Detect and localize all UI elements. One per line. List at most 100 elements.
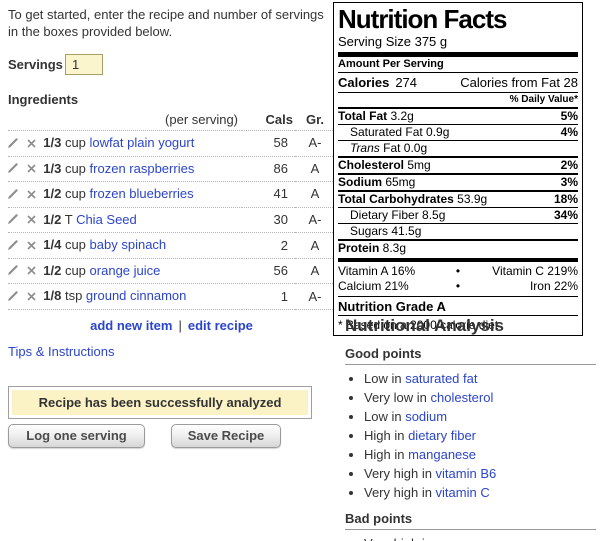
bad-points-heading: Bad points [345,511,596,530]
ingredient-unit: cup [64,262,86,278]
ingredients-heading: Ingredients [8,92,79,107]
edit-icon[interactable] [8,187,19,203]
ingredient-cals: 86 [242,156,295,183]
cals-header: Cals [242,110,295,131]
edit-icon[interactable] [8,289,19,305]
delete-icon[interactable] [27,212,36,228]
ingredient-qty: 1/3 [43,160,62,176]
amount-per-serving: Amount Per Serving [338,57,578,73]
vitamin-row: Calcium 21% • Iron 22% [338,279,578,297]
nutrient-link[interactable]: vitamin C [435,485,490,500]
bullet-dot: • [455,279,461,293]
link-separator: | [178,317,182,333]
servings-label: Servings [8,57,63,72]
thick-divider [338,258,578,262]
edit-recipe-link[interactable]: edit recipe [187,317,253,333]
ingredient-row: 1/3 cup frozen raspberries 86 A [8,156,335,183]
thick-divider [338,52,578,57]
good-points-list: Low in saturated fat Very low in cholest… [345,371,596,501]
ingredient-qty: 1/8 [43,288,62,304]
iron: Iron 22% [529,279,578,293]
ingredient-row: 1/2 T Chia Seed 30 A- [8,207,335,234]
nutrient-row-sodium: Sodium 65mg 3% [338,175,578,192]
log-one-serving-button[interactable]: Log one serving [8,423,145,448]
status-message-box: Recipe has been successfully analyzed [8,385,312,419]
nutrition-grade: Nutrition Grade A [338,297,578,316]
calories-row: Calories 274 Calories from Fat 28 [338,73,578,93]
good-point-item: Very low in cholesterol [364,390,596,406]
ingredient-link[interactable]: baby spinach [89,237,167,253]
action-buttons-row: Log one serving Save Recipe [8,423,335,448]
delete-icon[interactable] [27,289,36,305]
nutrient-row-cholesterol: Cholesterol 5mg 2% [338,158,578,175]
ingredient-qty: 1/2 [43,186,62,202]
recipe-links-row: add new item | edit recipe [8,318,335,334]
recipe-panel: To get started, enter the recipe and num… [8,6,335,448]
tips-instructions-link[interactable]: Tips & Instructions [8,343,115,359]
nutrient-row-sugars: Sugars 41.5g [338,224,578,241]
ingredient-link[interactable]: Chia Seed [76,211,137,227]
delete-icon[interactable] [27,161,36,177]
delete-icon[interactable] [27,238,36,254]
ingredient-link[interactable]: frozen raspberries [89,160,195,176]
delete-icon[interactable] [27,187,36,203]
tips-row: Tips & Instructions [8,344,335,360]
analysis-heading: Nutritional Analysis [345,316,505,335]
vitamin-row: Vitamin A 16% • Vitamin C 219% [338,264,578,279]
good-point-item: Low in saturated fat [364,371,596,387]
ingredient-row: 1/4 cup baby spinach 2 A [8,232,335,259]
ingredient-grade: A [295,258,335,285]
ingredient-unit: T [64,211,73,227]
ingredient-grade: A [295,156,335,183]
nutrient-link[interactable]: sugar [436,536,469,541]
ingredient-qty: 1/4 [43,237,62,253]
grade-header: Gr. [295,110,335,131]
ingredient-grade: A [295,232,335,259]
calories-from-fat: Calories from Fat 28 [460,75,578,90]
edit-icon[interactable] [8,238,19,254]
nutrient-link[interactable]: saturated fat [405,371,478,386]
delete-icon[interactable] [27,136,36,152]
bullet-dot: • [455,264,461,278]
nutrient-link[interactable]: dietary fiber [408,428,476,443]
vitamin-a: Vitamin A 16% [338,264,416,278]
ingredient-unit: cup [64,186,86,202]
nutrient-row-total-carbohydrates: Total Carbohydrates 53.9g 18% [338,192,578,208]
nutrition-facts-title: Nutrition Facts [338,4,507,34]
intro-text: To get started, enter the recipe and num… [8,7,324,39]
edit-icon[interactable] [8,161,19,177]
ingredient-unit: cup [64,135,86,150]
ingredient-link[interactable]: orange juice [89,262,161,278]
add-new-item-link[interactable]: add new item [90,317,173,333]
good-points-heading: Good points [345,346,596,365]
calcium: Calcium 21% [338,279,409,293]
nutrient-link[interactable]: manganese [408,447,477,462]
servings-input[interactable] [65,54,103,75]
nutrient-row-dietary-fiber: Dietary Fiber 8.5g 34% [338,208,578,224]
delete-icon[interactable] [27,263,36,279]
save-recipe-button[interactable]: Save Recipe [171,423,281,448]
edit-icon[interactable] [8,136,19,152]
good-point-item: Very high in vitamin B6 [364,466,596,482]
edit-icon[interactable] [8,212,19,228]
ingredient-link[interactable]: frozen blueberries [89,186,194,202]
ingredients-header-row: (per serving) Cals Gr. [8,110,335,131]
ingredient-link[interactable]: ground cinnamon [85,288,187,304]
status-message: Recipe has been successfully analyzed [12,389,308,415]
nutrient-link[interactable]: cholesterol [430,390,494,405]
per-serving-header: (per serving) [8,110,242,131]
calorie-diet-footnote: * Based on a 2000 calorie diet [338,318,499,332]
ingredient-row: 1/8 tsp ground cinnamon 1 A- [8,283,335,310]
ingredient-row: 1/3 cup lowfat plain yogurt 58 A- [8,130,335,157]
nutrient-link[interactable]: vitamin B6 [435,466,497,481]
nutrient-row-trans-fat: Trans Fat 0.0g [338,141,578,158]
nutrient-link[interactable]: sodium [405,409,448,424]
ingredient-link[interactable]: lowfat plain yogurt [89,135,195,150]
ingredient-unit: tsp [64,288,83,304]
servings-row: Servings [8,54,335,75]
nutrient-row-saturated-fat: Saturated Fat 0.9g 4% [338,125,578,141]
ingredient-cals: 56 [242,258,295,285]
ingredient-grade: A- [295,130,335,157]
edit-icon[interactable] [8,263,19,279]
